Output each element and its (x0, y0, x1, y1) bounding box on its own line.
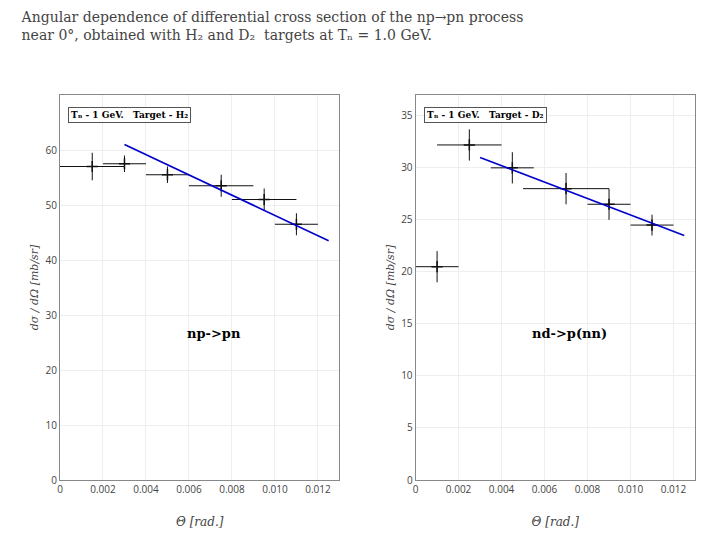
svg-text:0.008: 0.008 (575, 482, 601, 496)
svg-text:0.012: 0.012 (661, 482, 687, 496)
svg-text:20: 20 (46, 363, 58, 377)
svg-text:dσ / dΩ [mb/sr]: dσ / dΩ [mb/sr] (384, 244, 397, 330)
svg-text:Tₙ - 1 GeV. Target - D₂: Tₙ - 1 GeV. Target - D₂ (427, 110, 544, 120)
svg-text:0.008: 0.008 (219, 482, 245, 496)
svg-text:60: 60 (46, 143, 58, 157)
svg-text:35: 35 (401, 108, 413, 122)
svg-text:Angular dependence of differen: Angular dependence of differential cross… (21, 9, 524, 43)
svg-text:30: 30 (46, 308, 58, 322)
svg-text:dσ / dΩ [mb/sr]: dσ / dΩ [mb/sr] (28, 244, 41, 330)
svg-text:0.004: 0.004 (489, 482, 515, 496)
svg-text:10: 10 (46, 418, 58, 432)
svg-text:0.004: 0.004 (133, 482, 159, 496)
svg-text:0: 0 (407, 473, 413, 487)
svg-text:np->pn: np->pn (187, 326, 241, 341)
svg-text:0.010: 0.010 (618, 482, 644, 496)
svg-text:Θ [rad.]: Θ [rad.] (532, 515, 580, 529)
svg-text:0.006: 0.006 (532, 482, 558, 496)
svg-text:Tₙ - 1 GeV. Target - H₂: Tₙ - 1 GeV. Target - H₂ (71, 110, 188, 120)
svg-text:50: 50 (46, 198, 58, 212)
svg-text:0.012: 0.012 (305, 482, 331, 496)
svg-text:0: 0 (413, 482, 419, 496)
svg-text:nd->p(nn): nd->p(nn) (532, 326, 607, 341)
svg-text:Θ [rad.]: Θ [rad.] (176, 515, 224, 529)
svg-text:0.002: 0.002 (90, 482, 116, 496)
svg-text:10: 10 (401, 368, 413, 382)
svg-text:0: 0 (51, 473, 57, 487)
svg-text:0.010: 0.010 (262, 482, 288, 496)
svg-text:0: 0 (57, 482, 63, 496)
svg-text:20: 20 (401, 264, 413, 278)
svg-text:15: 15 (401, 316, 413, 330)
svg-text:0.002: 0.002 (446, 482, 472, 496)
svg-text:5: 5 (407, 420, 413, 434)
svg-text:40: 40 (46, 253, 58, 267)
svg-text:25: 25 (401, 212, 413, 226)
svg-text:30: 30 (401, 160, 413, 174)
svg-text:0.006: 0.006 (176, 482, 202, 496)
